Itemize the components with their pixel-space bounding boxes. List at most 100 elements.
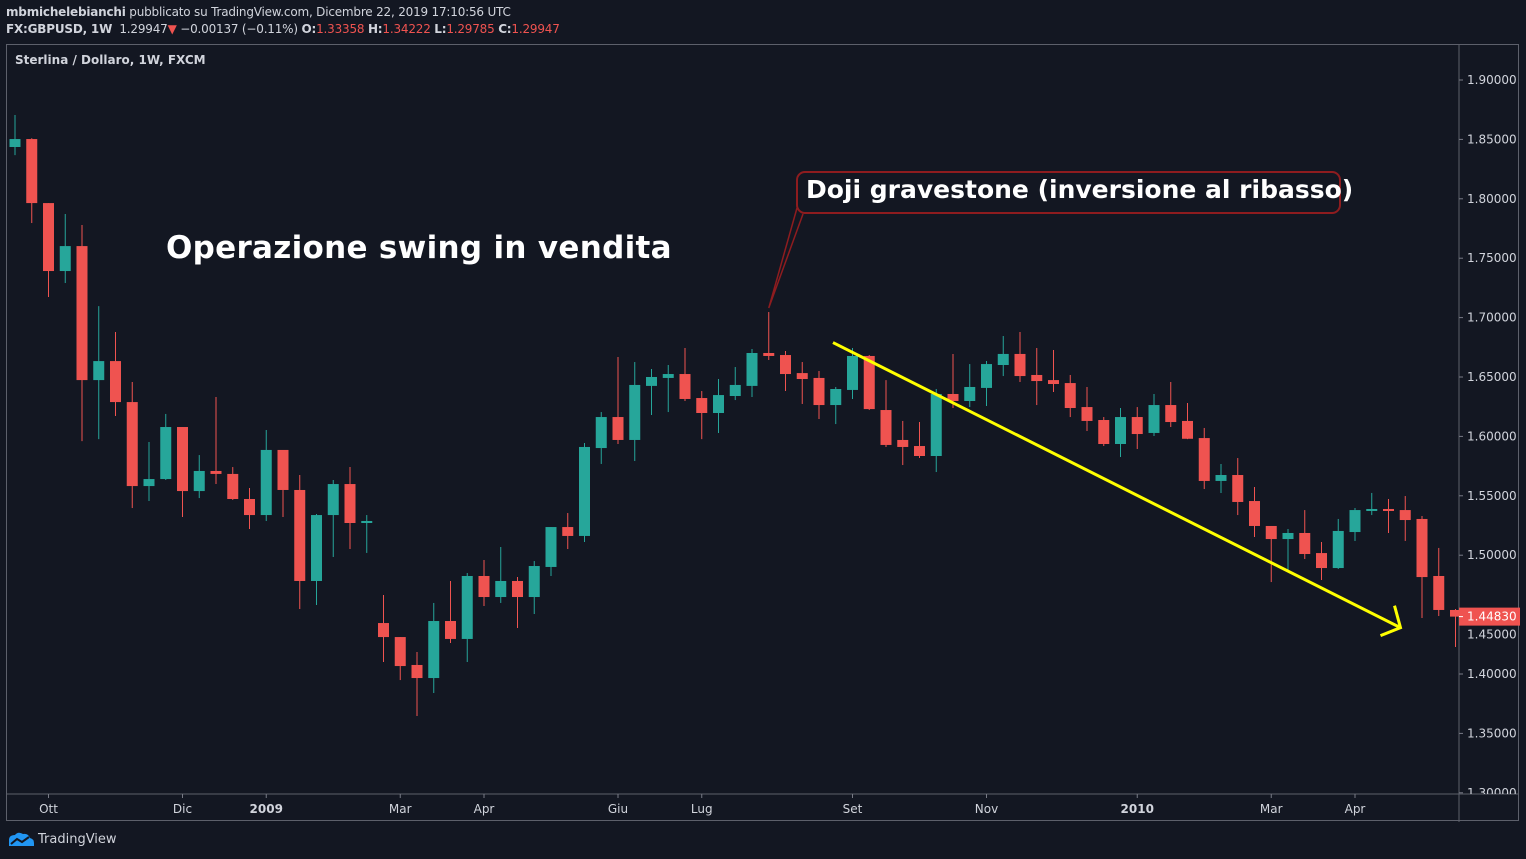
candle-up (579, 443, 590, 543)
candle-body (93, 361, 105, 381)
candle-up (930, 388, 942, 473)
candle-down (1316, 542, 1327, 581)
candle-down (1299, 510, 1311, 560)
candle-down (43, 203, 54, 298)
candle-up (1148, 393, 1160, 437)
candle-body (411, 664, 423, 679)
candle-up (461, 573, 473, 663)
candle-up (847, 348, 858, 399)
candle-body (746, 353, 758, 386)
candle-up (361, 515, 373, 553)
candle-body (1416, 518, 1428, 578)
candle-down (126, 381, 138, 509)
candle-down (1031, 348, 1043, 406)
candle-up (981, 360, 992, 406)
candle-up (311, 513, 322, 605)
candle-body (1064, 383, 1076, 409)
candle-down (612, 357, 624, 445)
candle-body (227, 473, 239, 500)
high-value: 1.34222 (382, 22, 431, 36)
candle-down (813, 370, 825, 420)
candle-body (914, 446, 925, 457)
candle-down (26, 138, 38, 224)
symbol: FX:GBPUSD, 1W (6, 22, 113, 36)
candle-down (1450, 609, 1459, 648)
candle-down (562, 513, 574, 550)
candle-down (344, 467, 356, 550)
candle-body (193, 470, 205, 492)
candle-body (160, 427, 172, 480)
candle-down (411, 652, 423, 717)
low-value: 1.29785 (446, 22, 495, 36)
candle-down (294, 475, 306, 610)
candle-body (595, 417, 607, 449)
time-tick-label: Giu (608, 802, 628, 816)
candle-body (244, 499, 255, 516)
candle-down (512, 577, 523, 629)
candle-body (997, 353, 1009, 366)
trend-arrow-head (1379, 605, 1403, 638)
candle-up (260, 429, 272, 521)
candle-down (1081, 386, 1093, 432)
price-tick-label: 1.35000 (1467, 726, 1517, 740)
candle-down (244, 487, 255, 529)
candle-up (528, 561, 540, 615)
candle-up (830, 386, 842, 425)
high-label: H: (367, 22, 383, 36)
candle-down (227, 467, 239, 500)
candle-down (1232, 458, 1244, 516)
candle-body (478, 575, 490, 598)
last-price-badge (1459, 607, 1520, 626)
brand-name: TradingView (38, 831, 117, 847)
callout-box[interactable] (796, 171, 1341, 214)
candle-body (545, 527, 557, 567)
candle-up (428, 602, 440, 694)
footer-brand[interactable]: TradingView (7, 831, 117, 847)
candle-body (428, 621, 440, 679)
open-label: O: (301, 22, 317, 36)
candle-up (595, 412, 607, 464)
candle-up (93, 306, 105, 440)
candle-down (1165, 381, 1177, 428)
candle-up (729, 367, 741, 401)
candle-body (629, 384, 641, 440)
candle-body (1115, 417, 1126, 445)
candle-body (562, 527, 574, 536)
candle-up (9, 115, 21, 156)
candle-down (863, 355, 875, 411)
candle-body (1031, 374, 1043, 382)
candle-body (830, 388, 842, 406)
candle-down (378, 594, 389, 663)
candle-down (880, 380, 892, 447)
candle-up (964, 364, 976, 408)
swing-annotation[interactable]: Operazione swing in vendita (166, 230, 672, 266)
candle-body (177, 427, 188, 492)
candle-body (981, 364, 992, 388)
candle-body (796, 373, 808, 380)
candle-down (394, 637, 406, 681)
candle-body (512, 580, 523, 598)
candle-body (1148, 405, 1160, 433)
candle-body (1265, 525, 1277, 540)
tradingview-logo-icon (9, 832, 34, 846)
price-tick-label: 1.50000 (1467, 548, 1517, 562)
candle-body (43, 203, 54, 272)
candle-body (1249, 501, 1260, 526)
chart-frame (6, 44, 1519, 821)
candle-body (1165, 405, 1177, 423)
candle-body (1232, 475, 1244, 502)
candle-up (1332, 518, 1344, 569)
candle-body (1048, 380, 1059, 385)
last-price-label: 1.44830 (1467, 610, 1517, 624)
candle-body (327, 484, 339, 516)
candle-up (1349, 508, 1361, 541)
candle-down (1131, 407, 1143, 449)
candle-body (880, 410, 892, 445)
candle-down (679, 348, 691, 401)
candle-down (1182, 403, 1193, 440)
candle-body (780, 355, 791, 375)
author-name[interactable]: mbmichelebianchi (6, 5, 126, 19)
candle-down (763, 312, 775, 361)
candle-body (1081, 407, 1093, 421)
